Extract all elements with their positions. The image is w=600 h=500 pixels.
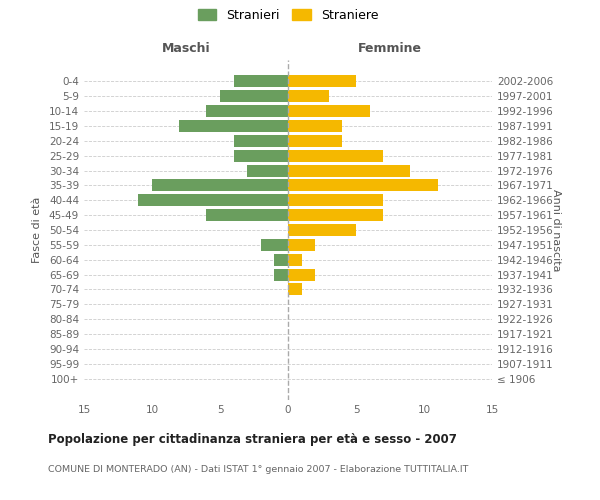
Bar <box>233 76 288 88</box>
Bar <box>288 164 410 176</box>
Bar <box>288 268 315 280</box>
Text: Femmine: Femmine <box>358 42 422 55</box>
Bar <box>288 239 315 251</box>
Bar <box>233 135 288 147</box>
Bar <box>288 76 356 88</box>
Text: Maschi: Maschi <box>161 42 211 55</box>
Bar <box>179 120 288 132</box>
Bar <box>274 254 288 266</box>
Bar <box>247 164 288 176</box>
Bar <box>288 180 437 192</box>
Legend: Stranieri, Straniere: Stranieri, Straniere <box>195 6 381 24</box>
Bar <box>288 105 370 117</box>
Bar <box>220 90 288 102</box>
Y-axis label: Anni di nascita: Anni di nascita <box>551 188 560 271</box>
Bar <box>206 209 288 221</box>
Bar <box>152 180 288 192</box>
Bar <box>139 194 288 206</box>
Bar <box>288 90 329 102</box>
Bar <box>288 209 383 221</box>
Text: Popolazione per cittadinanza straniera per età e sesso - 2007: Popolazione per cittadinanza straniera p… <box>48 432 457 446</box>
Bar <box>261 239 288 251</box>
Bar <box>206 105 288 117</box>
Bar <box>288 284 302 296</box>
Bar <box>288 254 302 266</box>
Bar <box>288 120 343 132</box>
Bar <box>274 268 288 280</box>
Bar <box>288 194 383 206</box>
Bar <box>288 224 356 236</box>
Bar <box>288 150 383 162</box>
Y-axis label: Fasce di età: Fasce di età <box>32 197 42 263</box>
Text: COMUNE DI MONTERADO (AN) - Dati ISTAT 1° gennaio 2007 - Elaborazione TUTTITALIA.: COMUNE DI MONTERADO (AN) - Dati ISTAT 1°… <box>48 466 469 474</box>
Bar <box>288 135 343 147</box>
Bar <box>233 150 288 162</box>
